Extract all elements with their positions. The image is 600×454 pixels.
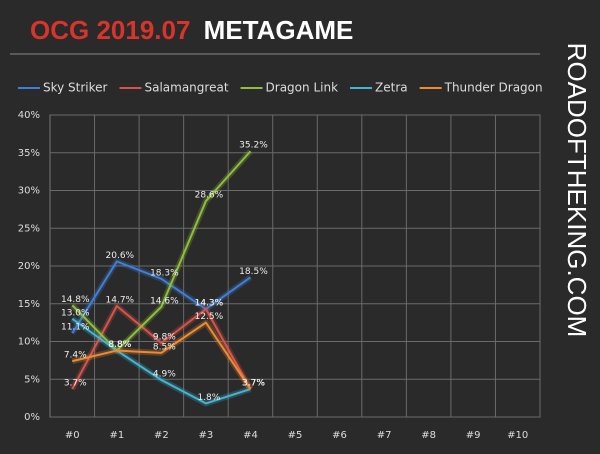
title-text: METAGAME — [204, 15, 354, 45]
chart-title: OCG 2019.07 METAGAME — [30, 15, 353, 45]
x-tick-label: #8 — [421, 430, 436, 441]
data-label: 18.3% — [150, 268, 179, 278]
y-tick-label: 40% — [18, 110, 40, 121]
data-label: 3.7% — [242, 379, 265, 389]
x-tick-label: #0 — [65, 430, 80, 441]
data-label: 3.7% — [242, 379, 265, 389]
data-label: 14.3% — [195, 299, 224, 309]
legend-label: Salamangreat — [144, 81, 228, 95]
series-line — [72, 321, 252, 390]
data-label: 4.9% — [153, 370, 176, 380]
data-label: 14.7% — [106, 296, 135, 306]
title-highlight: OCG 2019.07 — [30, 15, 190, 45]
data-label: 8.5% — [153, 342, 176, 352]
data-label: 14.8% — [61, 295, 90, 305]
data-label: 1.8% — [197, 393, 220, 403]
y-tick-label: 0% — [24, 412, 40, 423]
data-label: 8.8% — [108, 340, 131, 350]
legend-label: Sky Striker — [43, 81, 108, 95]
y-tick-label: 25% — [18, 223, 40, 234]
x-tick-label: #2 — [154, 430, 169, 441]
data-label: 9.8% — [153, 333, 176, 343]
x-tick-label: #3 — [199, 430, 214, 441]
series-line — [71, 318, 251, 405]
x-tick-label: #4 — [243, 430, 258, 441]
watermark: ROADOFTHEKING.COM — [562, 43, 592, 338]
y-tick-label: 15% — [18, 299, 40, 310]
data-label: 12.5% — [195, 312, 224, 322]
data-label: 14.6% — [150, 296, 179, 306]
data-label: 35.2% — [239, 141, 268, 151]
data-label: 7.4% — [64, 351, 87, 361]
data-label: 28.6% — [195, 191, 224, 201]
y-tick-label: 10% — [18, 337, 40, 348]
x-tick-label: #5 — [288, 430, 303, 441]
series-line — [71, 150, 252, 352]
y-tick-label: 20% — [18, 261, 40, 272]
y-tick-label: 30% — [18, 186, 40, 197]
legend-label: Dragon Link — [266, 81, 339, 95]
x-tick-label: #9 — [466, 430, 481, 441]
legend-label: Thunder Dragon — [444, 81, 543, 95]
legend-label: Zetra — [375, 81, 408, 95]
data-label: 8.8% — [108, 340, 131, 350]
data-label: 3.7% — [242, 379, 265, 389]
x-tick-label: #10 — [507, 430, 528, 441]
x-tick-label: #6 — [332, 430, 347, 441]
y-tick-label: 35% — [18, 148, 40, 159]
data-label: 20.6% — [106, 251, 135, 261]
data-label: 11.1% — [61, 323, 90, 333]
data-label: 8.8% — [108, 340, 131, 350]
series-line — [71, 305, 252, 390]
x-tick-label: #7 — [377, 430, 392, 441]
data-label: 13.0% — [61, 308, 90, 318]
series-line — [71, 260, 252, 334]
y-tick-label: 5% — [24, 374, 40, 385]
data-label: 18.5% — [239, 267, 268, 277]
data-label: 3.7% — [64, 379, 87, 389]
data-label: 14.3% — [195, 299, 224, 309]
x-tick-label: #1 — [109, 430, 124, 441]
